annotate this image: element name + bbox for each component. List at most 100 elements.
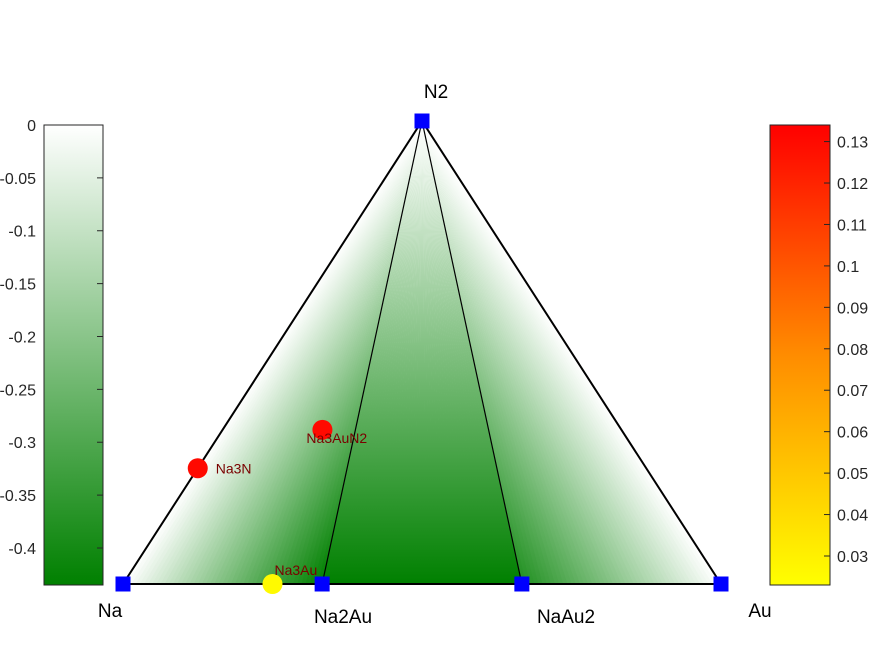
e-above-hull-tick-label: 0.05 <box>837 466 868 483</box>
facet-strip <box>293 121 422 584</box>
e-above-hull-tick-label: 0.08 <box>837 342 868 359</box>
facet-strip <box>372 121 422 584</box>
facet-strip <box>259 121 422 584</box>
e-above-hull-tick-label: 0.12 <box>837 176 868 193</box>
facet-strip <box>355 121 422 584</box>
facet-strip <box>276 121 422 584</box>
e-above-hull-tick-label: 0.06 <box>837 425 868 442</box>
facet-strip <box>160 121 422 584</box>
facet-strip <box>222 121 422 584</box>
e-above-hull-tick-label: 0.11 <box>837 217 867 234</box>
unstable-phase-label-na3au: Na3Au <box>275 562 318 578</box>
unstable-phase-point-na3n <box>187 458 208 479</box>
facet-strip <box>201 121 422 584</box>
unstable-phase-label-na3n: Na3N <box>216 460 252 476</box>
corner-label-left: Na <box>98 601 123 622</box>
formation-energy-colorbar-ticks: 0 -0.05 -0.1 -0.15 -0.2 -0.25 -0.3 -0.35 -0.4 <box>0 118 103 558</box>
formation-energy-tick-label: 0 <box>27 118 36 135</box>
facet-strip <box>143 121 423 584</box>
unstable-phase-point-na3au <box>262 574 283 594</box>
formation-energy-colorbar: 0 -0.05 -0.1 -0.15 -0.2 -0.25 -0.3 -0.35 -0.4 <box>0 118 104 586</box>
facet-strip <box>392 121 422 584</box>
phase-label-na2au: Na2Au <box>314 607 372 628</box>
facet-strip <box>251 121 422 584</box>
facet-strip <box>205 121 422 584</box>
unstable-phase-point-na3aun2 <box>312 419 333 440</box>
facet-strip <box>185 121 422 584</box>
tie-line-na-n2 <box>122 120 423 585</box>
facet-strip <box>405 121 422 584</box>
e-above-hull-colorbar: 0.13 0.12 0.11 0.1 0.09 0.08 0.07 0.06 0.05 0.04 0… <box>769 124 868 586</box>
facet-strip <box>330 121 422 584</box>
formation-energy-tick-label: -0.05 <box>0 171 36 188</box>
facet-strip <box>214 121 422 584</box>
stable-phases <box>115 113 729 592</box>
facet-strip <box>235 121 422 584</box>
e-above-hull-tick-label: 0.03 <box>837 549 868 566</box>
stable-phase-marker-na <box>115 576 131 592</box>
facet-strip <box>172 121 422 584</box>
facet-strip <box>326 121 422 584</box>
formation-energy-tick-label: -0.1 <box>8 224 36 241</box>
facet-strip <box>156 121 422 584</box>
facet-strip <box>367 121 422 584</box>
e-above-hull-colorbar-ticks: 0.13 0.12 0.11 0.1 0.09 0.08 0.07 0.06 0.05 0.04 0… <box>824 135 868 566</box>
facet-strip <box>243 121 422 584</box>
formation-energy-tick-label: -0.4 <box>8 541 36 558</box>
facet-strip <box>338 121 422 584</box>
formation-energy-tick-label: -0.35 <box>0 488 36 505</box>
facet-strip <box>388 121 422 584</box>
e-above-hull-tick-label: 0.1 <box>837 259 859 276</box>
facet-strip <box>280 121 422 584</box>
facet-strip <box>342 121 422 584</box>
facet-strip <box>305 121 422 584</box>
facet-strip <box>384 121 422 584</box>
tie-lines <box>122 120 722 585</box>
facet-strip <box>317 121 422 584</box>
facet-strip <box>193 121 422 584</box>
stable-phase-marker-naau2 <box>514 576 530 592</box>
facet-naau2-au-n2 <box>422 121 722 584</box>
facet-strip <box>268 121 422 584</box>
stable-phase-marker-na2au <box>314 576 330 592</box>
corner-label-right: Au <box>748 601 771 622</box>
e-above-hull-tick-label: 0.04 <box>837 508 868 525</box>
facet-strip <box>164 121 422 584</box>
formation-energy-colorbar-bar <box>43 124 104 586</box>
formation-energy-tick-label: -0.2 <box>8 329 36 346</box>
facet-strip <box>413 121 422 584</box>
e-above-hull-tick-label: 0.13 <box>837 135 868 152</box>
e-above-hull-tick-label: 0.07 <box>837 383 868 400</box>
facet-strip <box>401 121 422 584</box>
facet-strip <box>239 121 422 584</box>
facet-strip <box>147 121 422 584</box>
facet-strip <box>288 121 422 584</box>
corner-label-top: N2 <box>424 82 448 103</box>
e-above-hull-tick-label: 0.09 <box>837 300 868 317</box>
facet-strip <box>255 121 422 584</box>
formation-energy-tick-label: -0.3 <box>8 435 36 452</box>
tie-line-naau2-n2 <box>421 120 523 585</box>
facet-strip <box>397 121 422 584</box>
facet-strip <box>409 121 422 584</box>
facet-strip <box>417 121 423 584</box>
facet-strip <box>359 121 422 584</box>
facet-na-na2au-n2 <box>123 121 423 584</box>
phase-labels: N2 Na Au Na2Au NaAu2 <box>98 82 772 628</box>
facet-strip <box>230 121 422 584</box>
facet-strip <box>301 121 422 584</box>
unstable-phase-label-na3aun2: Na3AuN2 <box>306 430 367 446</box>
facet-strip <box>197 121 422 584</box>
facet-strip <box>152 121 422 584</box>
facet-strip <box>210 121 422 584</box>
unstable-phases: Na3N Na3AuN2 Na3Au <box>187 419 367 594</box>
facet-strip <box>272 121 422 584</box>
facet-strip <box>297 121 422 584</box>
facet-strip <box>380 121 422 584</box>
facet-strip <box>334 121 422 584</box>
formation-energy-tick-label: -0.15 <box>0 277 36 294</box>
facet-strip <box>139 121 423 584</box>
stable-phase-marker-au <box>713 576 729 592</box>
facet-strip <box>351 121 422 584</box>
